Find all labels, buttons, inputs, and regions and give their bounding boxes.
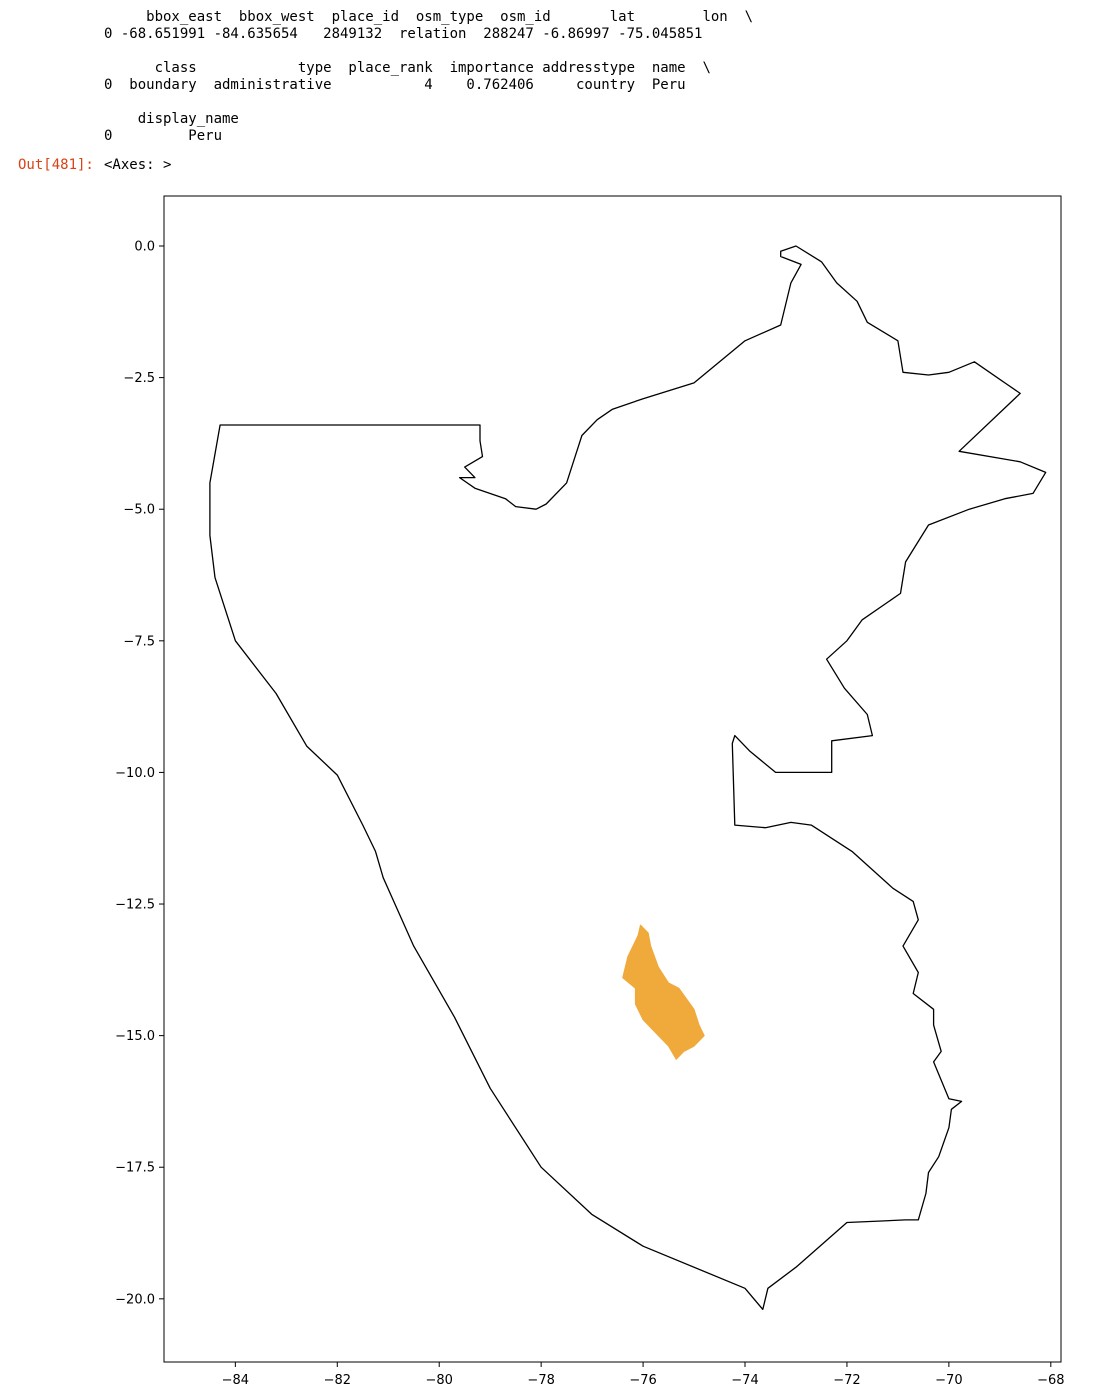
y-tick-label: −15.0 xyxy=(115,1029,155,1044)
x-tick-label: −84 xyxy=(222,1373,249,1388)
dataframe-text-block-2: class type place_rank importance address… xyxy=(104,60,711,94)
dataframe-text-block-3: display_name 0 Peru xyxy=(104,111,239,145)
x-tick-label: −68 xyxy=(1037,1373,1064,1388)
highlighted-region-polygon xyxy=(622,924,705,1060)
dataframe-data-row: 0 boundary administrative 4 0.762406 cou… xyxy=(104,77,686,93)
dataframe-header-row: bbox_east bbox_west place_id osm_type os… xyxy=(104,9,754,25)
output-prompt: Out[481]: xyxy=(18,157,94,173)
x-tick-label: −72 xyxy=(833,1373,860,1388)
x-tick-label: −80 xyxy=(425,1373,452,1388)
dataframe-data-row: 0 -68.651991 -84.635654 2849132 relation… xyxy=(104,26,703,42)
y-tick-label: −7.5 xyxy=(123,634,155,649)
axes-frame xyxy=(163,195,1062,1363)
y-tick-label: −17.5 xyxy=(115,1161,155,1176)
y-tick-label: −12.5 xyxy=(115,898,155,913)
output-value: <Axes: > xyxy=(104,157,172,173)
x-tick-label: −82 xyxy=(324,1373,351,1388)
x-tick-label: −76 xyxy=(629,1373,656,1388)
dataframe-header-row: class type place_rank importance address… xyxy=(104,60,711,76)
y-tick-label: −10.0 xyxy=(115,766,155,781)
x-tick-label: −70 xyxy=(935,1373,962,1388)
y-tick-label: −5.0 xyxy=(123,503,155,518)
x-tick-label: −78 xyxy=(527,1373,554,1388)
y-tick-label: −20.0 xyxy=(115,1292,155,1307)
y-tick-label: 0.0 xyxy=(134,240,155,255)
country-boundary-outline xyxy=(209,245,1047,1311)
dataframe-data-row: 0 Peru xyxy=(104,128,223,144)
x-tick-label: −74 xyxy=(731,1373,758,1388)
y-tick-label: −2.5 xyxy=(123,371,155,386)
dataframe-header-row: display_name xyxy=(104,111,239,127)
dataframe-text-block-1: bbox_east bbox_west place_id osm_type os… xyxy=(104,9,753,43)
